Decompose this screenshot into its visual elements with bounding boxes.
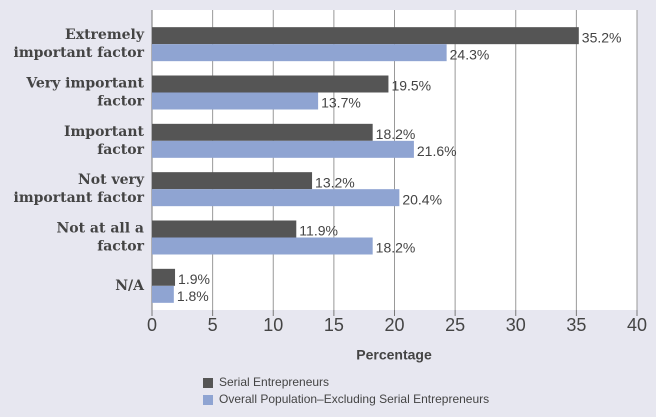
legend-swatch [203, 395, 213, 405]
category-label: factor [97, 239, 144, 255]
category-label: N/A [115, 278, 145, 294]
x-tick-label: 15 [324, 315, 344, 335]
value-label: 19.5% [391, 78, 431, 94]
bar [152, 27, 579, 45]
bar [152, 189, 400, 207]
bar [152, 75, 389, 93]
category-label: factor [97, 94, 144, 110]
category-label: factor [97, 142, 144, 158]
category-label: Not at all a [56, 221, 144, 237]
value-label: 18.2% [376, 240, 416, 256]
value-label: 20.4% [402, 191, 442, 207]
value-label: 21.6% [417, 143, 457, 159]
value-label: 1.9% [178, 271, 210, 287]
x-tick-label: 10 [263, 315, 283, 335]
value-label: 13.7% [321, 95, 361, 111]
x-tick-label: 35 [566, 315, 586, 335]
category-label: important factor [14, 45, 145, 61]
x-tick-label: 30 [506, 315, 526, 335]
x-tick-label: 40 [627, 315, 647, 335]
bar [152, 172, 313, 190]
category-label: Very important [25, 76, 144, 92]
bar [152, 92, 319, 110]
value-label: 13.2% [315, 174, 355, 190]
category-label: important factor [14, 190, 145, 206]
legend-swatch [203, 378, 213, 388]
bar [152, 268, 176, 286]
bar [152, 140, 414, 158]
bar [152, 237, 373, 255]
value-label: 18.2% [376, 126, 416, 142]
bar [152, 220, 297, 238]
bar [152, 123, 373, 141]
x-tick-label: 5 [208, 315, 218, 335]
value-label: 35.2% [582, 29, 622, 45]
category-label: Extremely [65, 27, 145, 43]
x-tick-label: 20 [384, 315, 404, 335]
x-axis-title: Percentage [356, 347, 432, 363]
bar [152, 285, 174, 303]
category-label: Not very [78, 172, 145, 188]
category-label: Important [64, 124, 145, 140]
x-tick-label: 0 [147, 315, 157, 335]
value-label: 1.8% [177, 288, 209, 304]
bar [152, 44, 447, 62]
value-label: 24.3% [450, 46, 490, 62]
x-tick-label: 25 [445, 315, 465, 335]
legend-label: Overall Population–Excluding Serial Entr… [219, 392, 489, 406]
legend-label: Serial Entrepreneurs [219, 375, 329, 389]
value-label: 11.9% [299, 223, 338, 239]
